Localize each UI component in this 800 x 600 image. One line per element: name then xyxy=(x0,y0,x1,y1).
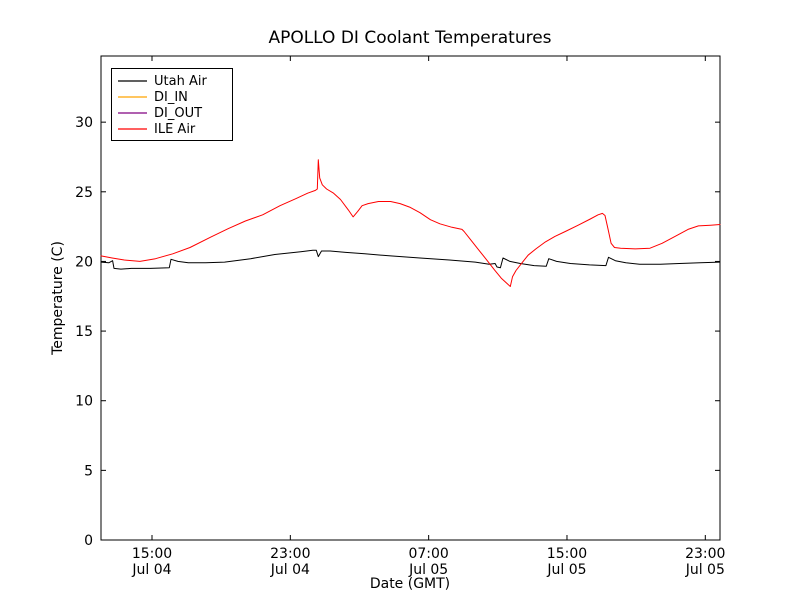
y-axis-label: Temperature (C) xyxy=(50,241,66,356)
y-tick-label: 5 xyxy=(84,463,93,479)
y-tick-label: 20 xyxy=(75,254,93,270)
x-tick-label-time: 15:00 xyxy=(547,546,587,562)
x-tick-label-date: Jul 04 xyxy=(270,562,310,578)
x-tick-label-time: 07:00 xyxy=(408,546,448,562)
legend-label: DI_OUT xyxy=(154,106,202,121)
y-tick-label: 15 xyxy=(75,324,93,340)
series-line-ile-air xyxy=(100,159,721,287)
legend-label: Utah Air xyxy=(154,74,207,89)
y-tick-label: 30 xyxy=(75,115,93,131)
legend-label: ILE Air xyxy=(154,122,196,137)
x-axis-label: Date (GMT) xyxy=(370,576,450,592)
series-line-utah-air xyxy=(100,249,721,270)
legend-label: DI_IN xyxy=(154,90,188,105)
y-tick-label: 0 xyxy=(84,533,93,549)
x-tick-label-date: Jul 04 xyxy=(131,562,171,578)
x-tick-label-date: Jul 05 xyxy=(685,562,725,578)
series-lines xyxy=(100,159,721,287)
x-tick-label-time: 23:00 xyxy=(685,546,725,562)
x-tick-label-date: Jul 05 xyxy=(546,562,586,578)
y-tick-label: 10 xyxy=(75,394,93,410)
x-tick-label-time: 15:00 xyxy=(132,546,172,562)
x-tick-label-time: 23:00 xyxy=(270,546,310,562)
x-tick-label-date: Jul 05 xyxy=(408,562,448,578)
y-tick-label: 25 xyxy=(75,185,93,201)
chart-title: APOLLO DI Coolant Temperatures xyxy=(268,28,551,48)
